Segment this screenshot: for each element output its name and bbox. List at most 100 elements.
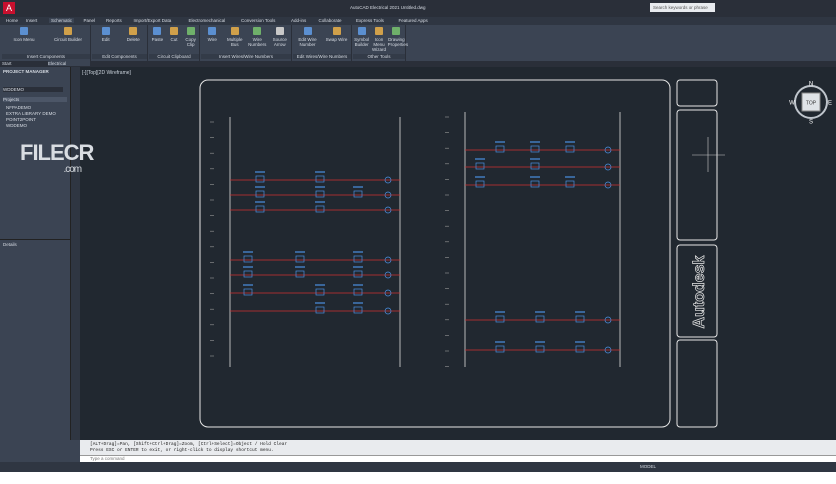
button-icon[interactable] (357, 27, 366, 35)
title-block-box (676, 109, 718, 241)
ribbon-button[interactable]: Drawing Properties (387, 37, 409, 47)
ribbon-button[interactable]: Multiple Bus (226, 37, 243, 47)
ribbon-button[interactable]: Icon Menu (13, 37, 35, 42)
ribbon-button[interactable]: Source Arrow (272, 37, 287, 47)
ribbon-tab[interactable]: Insert (26, 18, 38, 23)
panel-label[interactable]: Edit Wires/Wire Numbers (293, 54, 351, 59)
ribbon-tab[interactable]: Collaborate (318, 18, 342, 23)
ribbon-button[interactable]: Edit (101, 37, 110, 42)
ribbon-button[interactable]: Delete (126, 37, 140, 42)
viewcube[interactable]: TOP N S E W (789, 82, 832, 126)
button-icon[interactable] (303, 27, 312, 35)
compass-ring (794, 85, 828, 119)
project-item[interactable]: EXTRA LIBRARY DEMO (6, 111, 56, 116)
project-item[interactable]: POINT2POINT (6, 117, 37, 122)
button-icon[interactable] (375, 27, 383, 35)
ribbon-button[interactable]: Swap Wire (325, 37, 348, 42)
component (255, 205, 265, 213)
button-icon[interactable] (20, 27, 28, 35)
title-block-brand: Autodesk (691, 255, 708, 328)
document-tab[interactable]: Start (2, 61, 12, 66)
panel-label[interactable]: Insert Wires/Wire Numbers (201, 54, 291, 59)
model-button[interactable]: MODEL (640, 464, 657, 469)
ribbon-tab[interactable]: Express Tools (356, 18, 384, 23)
ribbon-tab[interactable]: Conversion Tools (241, 18, 276, 23)
ribbon-tab[interactable]: Panel (83, 18, 96, 23)
ribbon-button[interactable]: Wire (207, 37, 217, 42)
title-block-box (676, 79, 718, 107)
button-icon[interactable] (153, 27, 162, 35)
title-block-box (676, 244, 718, 338)
button-icon[interactable] (64, 27, 72, 35)
button-icon[interactable] (170, 27, 178, 35)
button-icon[interactable] (208, 27, 217, 35)
ribbon-button[interactable]: Edit Wire Number (298, 37, 317, 47)
coil (384, 206, 392, 214)
button-icon[interactable] (332, 27, 341, 35)
ribbon-tab[interactable]: Reports (106, 18, 122, 23)
ribbon-button[interactable]: Icon Menu Wizard (371, 37, 386, 52)
ribbon-button[interactable]: Circuit Builder (53, 37, 82, 42)
panel-label[interactable]: Edit Components (92, 54, 147, 59)
ribbon-tab[interactable]: Home (6, 18, 19, 23)
button-icon[interactable] (101, 27, 110, 35)
component (353, 270, 363, 278)
compass-n: N (809, 82, 813, 88)
ribbon-tab[interactable]: Featured Apps (398, 18, 428, 23)
cube-face[interactable] (801, 92, 821, 112)
ribbon-button[interactable]: Copy Clip (185, 37, 196, 47)
ribbon-panel: Insert Wires/Wire Numbers Wire Multiple Bu… (201, 25, 292, 61)
project-select[interactable]: WDDEMO (3, 87, 63, 92)
ribbon-panel: Edit Components Edit Delete (92, 25, 148, 61)
component (495, 345, 505, 353)
button-icon[interactable] (253, 27, 262, 35)
coil (384, 256, 392, 264)
component (295, 270, 305, 278)
schematic (210, 112, 621, 367)
component (353, 255, 363, 263)
ribbon-button[interactable]: Symbol Builder (354, 37, 370, 47)
ribbon-button[interactable]: Wire Numbers (248, 37, 267, 47)
component (315, 306, 325, 314)
component (535, 345, 545, 353)
panel-label[interactable]: Insert Components (2, 54, 90, 59)
coil (604, 346, 612, 354)
ribbon-tab[interactable]: Add-ins (291, 18, 307, 23)
component (530, 162, 540, 170)
ribbon-tab[interactable]: Electromechanical (188, 18, 226, 23)
command-history: Press ESC or ENTER to exit, or right-cli… (90, 448, 274, 453)
ribbon-panel: Insert Components Icon Menu Circuit Builde… (2, 25, 91, 61)
viewport-label[interactable]: [-][Top][2D Wireframe] (82, 70, 132, 76)
document-tab[interactable]: Electrical (48, 61, 90, 66)
command-input[interactable]: Type a command (80, 455, 836, 463)
button-icon[interactable] (392, 27, 401, 35)
component (295, 255, 305, 263)
coil (384, 307, 392, 315)
button-icon[interactable] (129, 27, 138, 35)
project-item[interactable]: NFPADEMO (6, 105, 32, 110)
button-icon[interactable] (275, 27, 284, 35)
coil (384, 176, 392, 184)
details-header: Details (3, 242, 17, 247)
projects-header: Projects (3, 97, 67, 102)
ribbon-tab[interactable]: Schematic (49, 18, 75, 23)
search-box[interactable]: Search keywords or phrase (650, 3, 715, 12)
window-title: AutoCAD Electrical 2021 Untitled.dwg (350, 5, 426, 10)
panel-label[interactable]: Circuit Clipboard (149, 54, 199, 59)
ribbon-button[interactable]: Paste (151, 37, 164, 42)
ribbon-panel: Other Tools Symbol Builder Icon Menu Wizar… (353, 25, 409, 61)
component (353, 306, 363, 314)
project-item[interactable]: WDDEMO (6, 123, 27, 128)
drawing-area[interactable]: [-][Top][2D Wireframe] Autodesk TOP N S … (80, 67, 836, 440)
ribbon-tab[interactable]: Import/Export Data (133, 18, 172, 23)
ribbon: Insert Components Icon Menu Circuit Builde… (0, 25, 836, 61)
component (565, 145, 575, 153)
ribbon-button[interactable]: Cut (170, 37, 178, 42)
component (530, 145, 540, 153)
button-icon[interactable] (186, 27, 195, 35)
app-logo[interactable]: A (3, 2, 15, 14)
button-icon[interactable] (230, 27, 239, 35)
panel-label[interactable]: Other Tools (353, 54, 405, 59)
document-tabs: Start Electrical (0, 61, 836, 67)
